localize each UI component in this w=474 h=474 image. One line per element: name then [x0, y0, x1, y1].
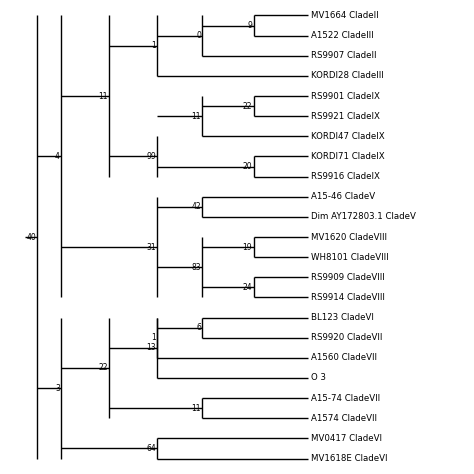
Text: 22: 22 — [243, 101, 252, 110]
Text: 42: 42 — [191, 202, 201, 211]
Text: 3: 3 — [55, 383, 60, 392]
Text: 31: 31 — [146, 243, 156, 252]
Text: 9: 9 — [247, 21, 252, 30]
Text: 24: 24 — [242, 283, 252, 292]
Text: RS9921 CladeIX: RS9921 CladeIX — [310, 112, 379, 121]
Text: Dim AY172803.1 CladeV: Dim AY172803.1 CladeV — [310, 212, 415, 221]
Text: 83: 83 — [191, 263, 201, 272]
Text: RS9920 CladeVII: RS9920 CladeVII — [310, 333, 382, 342]
Text: RS9901 CladeIX: RS9901 CladeIX — [310, 91, 379, 100]
Text: RS9909 CladeVIII: RS9909 CladeVIII — [310, 273, 384, 282]
Text: A1522 CladeIII: A1522 CladeIII — [310, 31, 373, 40]
Text: MV1620 CladeVIII: MV1620 CladeVIII — [310, 233, 386, 241]
Text: MV1664 CladeII: MV1664 CladeII — [310, 11, 378, 20]
Text: MV0417 CladeVI: MV0417 CladeVI — [310, 434, 382, 443]
Text: 4: 4 — [55, 152, 60, 161]
Text: WH8101 CladeVIII: WH8101 CladeVIII — [310, 253, 388, 262]
Text: A1574 CladeVII: A1574 CladeVII — [310, 414, 376, 423]
Text: BL123 CladeVI: BL123 CladeVI — [310, 313, 374, 322]
Text: 99: 99 — [146, 152, 156, 161]
Text: 20: 20 — [242, 162, 252, 171]
Text: 6: 6 — [196, 323, 201, 332]
Text: A1560 CladeVII: A1560 CladeVII — [310, 353, 376, 362]
Text: 11: 11 — [191, 404, 201, 413]
Text: RS9914 CladeVIII: RS9914 CladeVIII — [310, 293, 384, 302]
Text: 1: 1 — [151, 41, 156, 50]
Text: 19: 19 — [242, 243, 252, 252]
Text: 64: 64 — [146, 444, 156, 453]
Text: 11: 11 — [99, 91, 108, 100]
Text: RS9916 CladeIX: RS9916 CladeIX — [310, 172, 379, 181]
Text: 40: 40 — [26, 233, 36, 241]
Text: 22: 22 — [99, 364, 108, 373]
Text: A15-74 CladeVII: A15-74 CladeVII — [310, 393, 380, 402]
Text: KORDI47 CladeIX: KORDI47 CladeIX — [310, 132, 384, 141]
Text: KORDI28 CladeIII: KORDI28 CladeIII — [310, 72, 383, 81]
Text: KORDI71 CladeIX: KORDI71 CladeIX — [310, 152, 384, 161]
Text: 0: 0 — [196, 31, 201, 40]
Text: MV1618E CladeVI: MV1618E CladeVI — [310, 454, 387, 463]
Text: 1: 1 — [151, 333, 156, 342]
Text: 11: 11 — [191, 112, 201, 121]
Text: 13: 13 — [146, 343, 156, 352]
Text: RS9907 CladeII: RS9907 CladeII — [310, 51, 376, 60]
Text: A15-46 CladeV: A15-46 CladeV — [310, 192, 374, 201]
Text: O 3: O 3 — [310, 374, 326, 383]
